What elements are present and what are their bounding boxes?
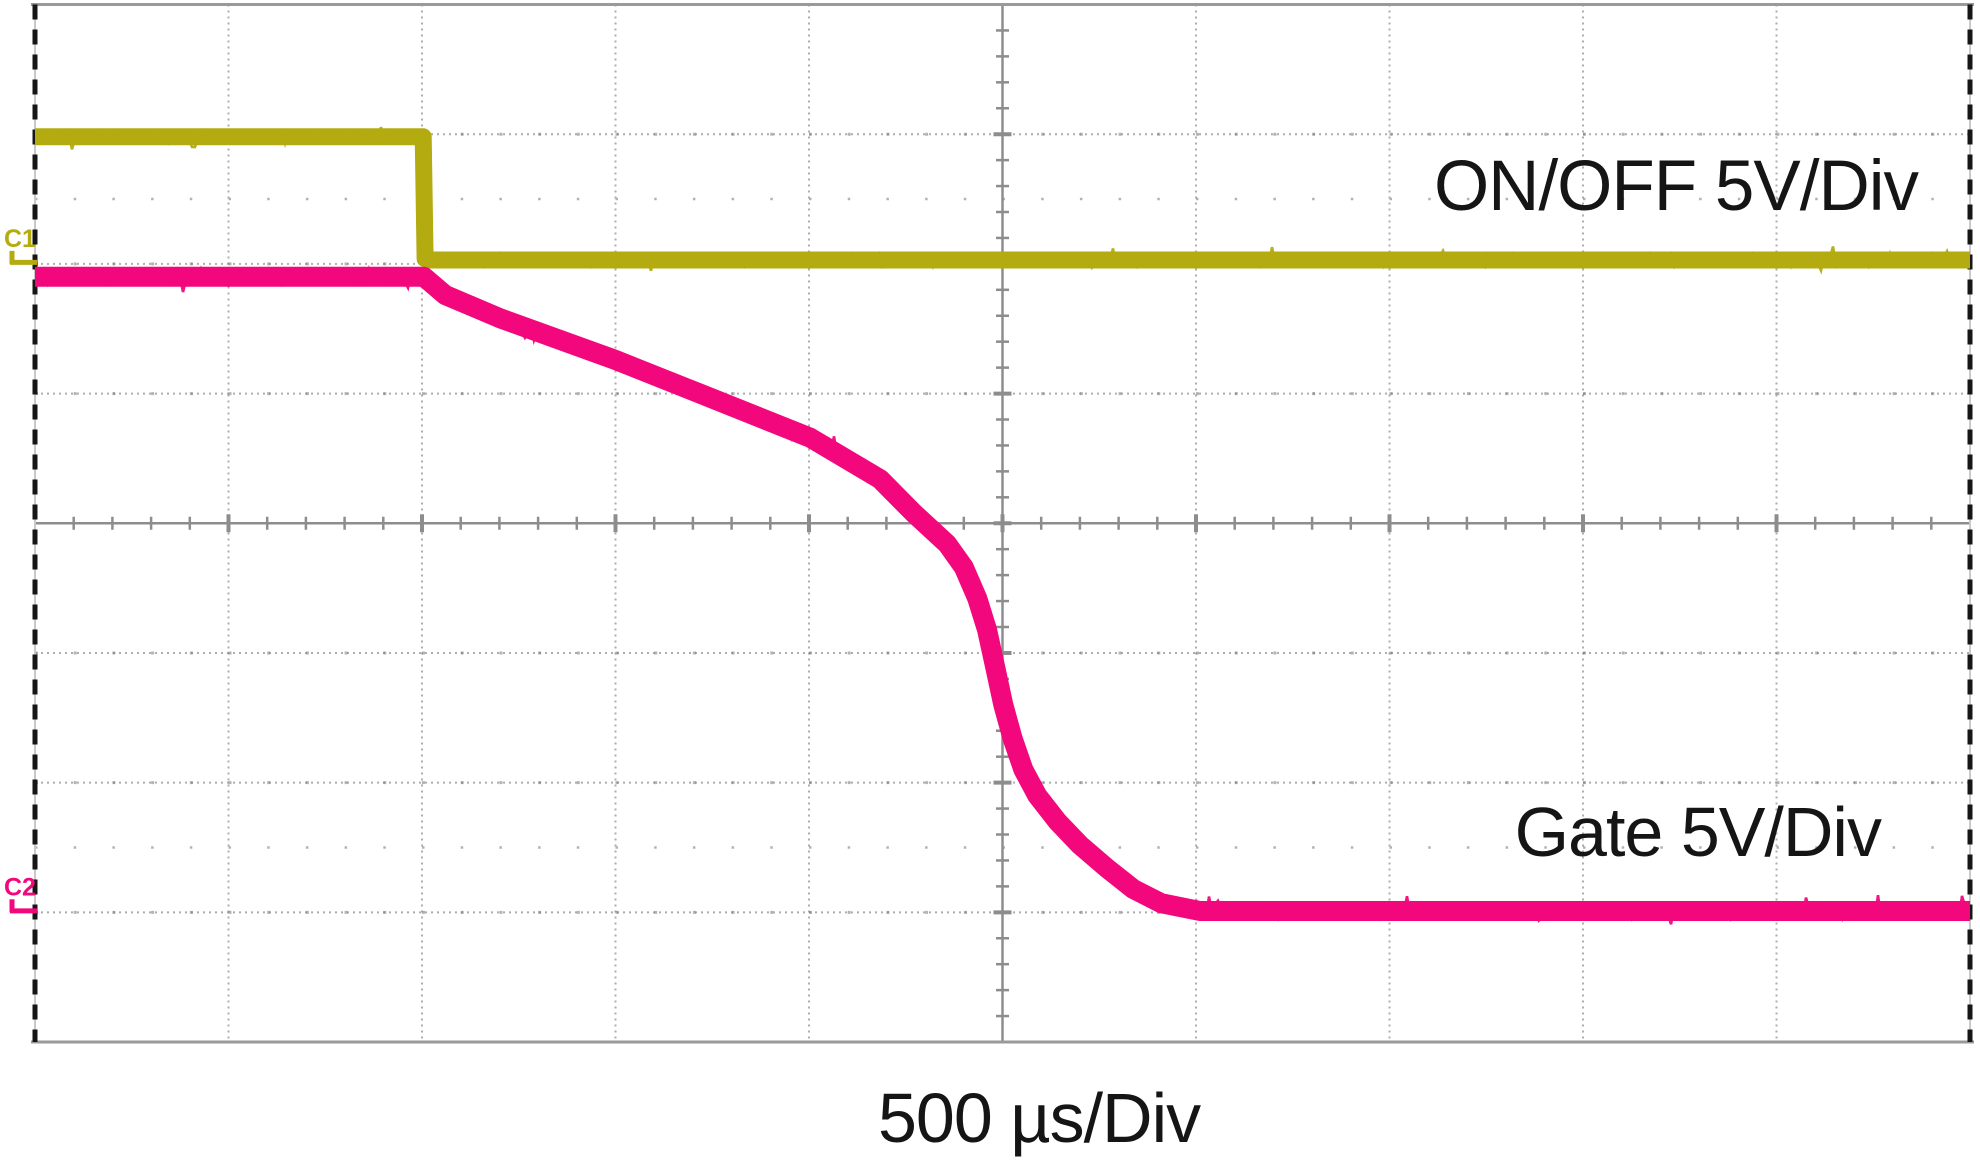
timebase-label: 500 µs/Div	[878, 1079, 1201, 1157]
channel-name-c2: C2	[4, 873, 36, 901]
ch2-scale-label: Gate 5V/Div	[1514, 793, 1882, 871]
ch1-scale-label: ON/OFF 5V/Div	[1433, 147, 1919, 226]
channel-marker-c2: C2	[4, 873, 37, 914]
channel-name-c1: C1	[4, 225, 36, 253]
trace-noise-c2	[35, 264, 1970, 925]
trace-noise-c1	[34, 126, 1969, 275]
channel-marker-c1: C1	[4, 225, 37, 265]
